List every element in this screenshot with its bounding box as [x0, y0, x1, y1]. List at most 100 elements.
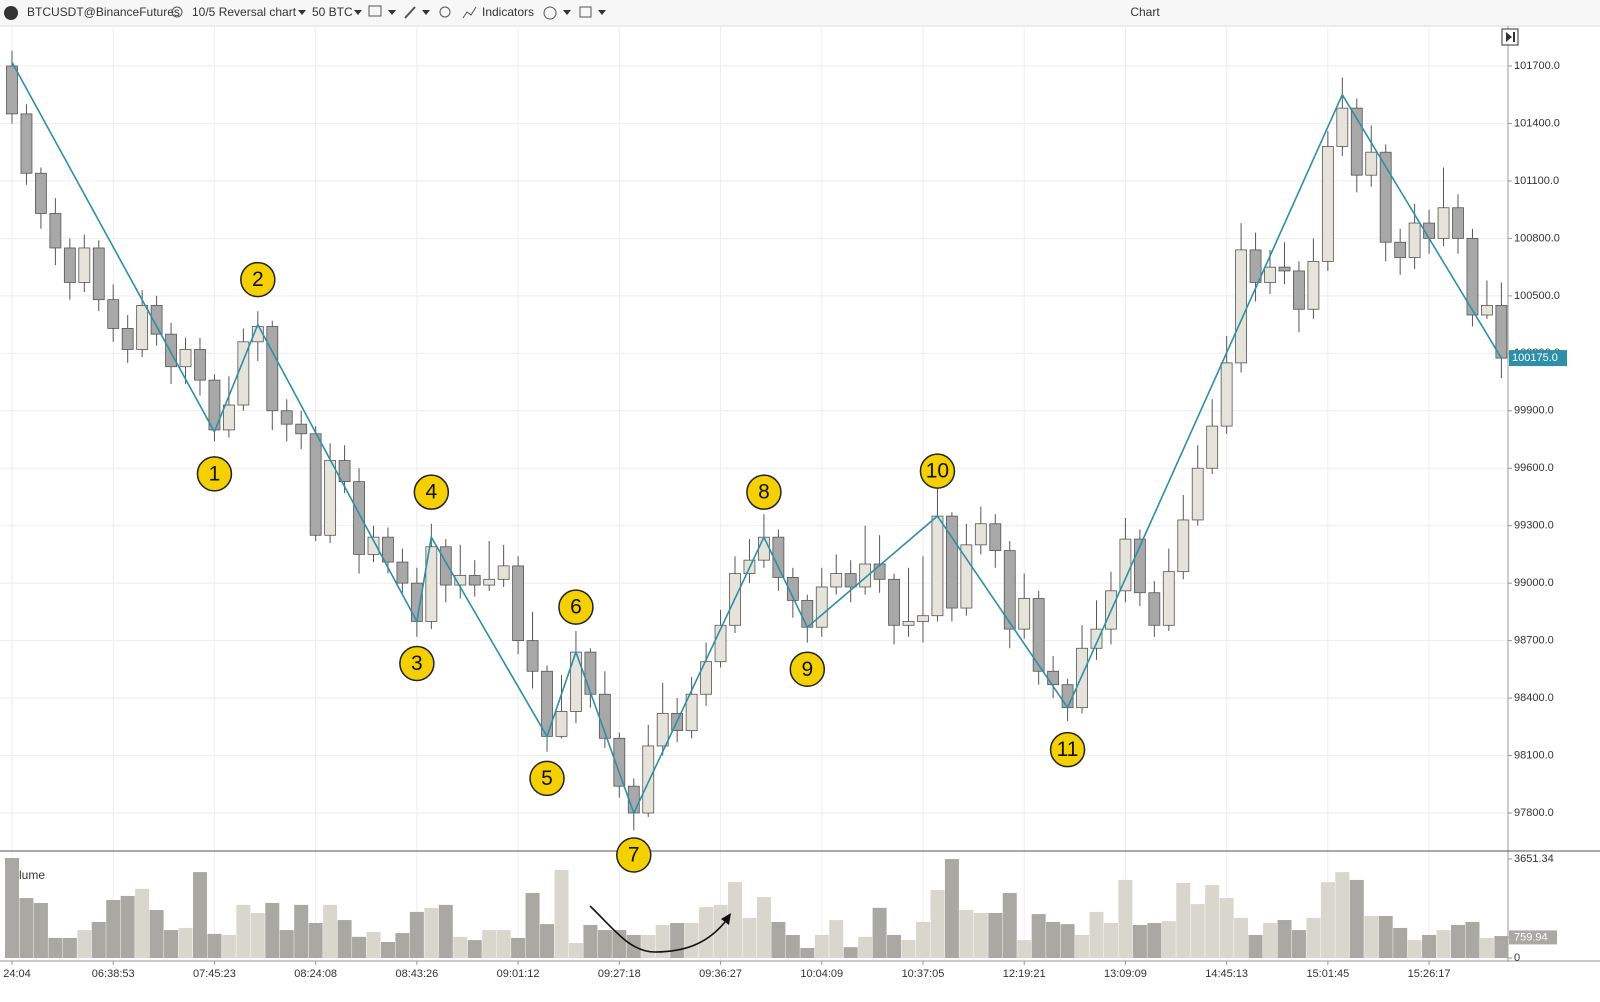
- volume-bar: [1234, 917, 1249, 958]
- dropdown[interactable]: [298, 10, 306, 15]
- candle-body: [165, 333, 177, 368]
- candle-body: [367, 536, 380, 555]
- volume-bar: [135, 888, 150, 958]
- volume-bar: [1002, 892, 1017, 958]
- candle-body: [1321, 146, 1334, 262]
- dropdown[interactable]: [388, 10, 396, 15]
- y-tick-label: 101100.0: [1514, 175, 1559, 187]
- candle-body: [1206, 425, 1219, 469]
- candle-body: [222, 404, 235, 431]
- y-tick-label: 100500.0: [1514, 290, 1560, 302]
- pivot-badge: [558, 589, 594, 625]
- volume-bar: [1393, 927, 1408, 958]
- volume-bar: [756, 897, 771, 958]
- zoom-icon[interactable]: [439, 6, 451, 18]
- indicators-icon[interactable]: [462, 6, 477, 19]
- volume-bar: [77, 930, 92, 958]
- crosshair-icon[interactable]: [543, 6, 557, 20]
- candle-body: [78, 247, 91, 283]
- volume-bar: [1161, 921, 1176, 958]
- volume-bar: [915, 921, 930, 958]
- volume-bar: [800, 947, 815, 958]
- pivot-label: 4: [425, 481, 437, 504]
- volume-bar: [597, 930, 612, 958]
- volume-bar: [236, 904, 251, 958]
- volume-bar: [192, 872, 207, 958]
- dropdown[interactable]: [422, 10, 430, 15]
- candle-body: [280, 410, 293, 425]
- pivot-label: 10: [926, 460, 949, 483]
- volume-bar: [467, 940, 482, 958]
- candle-body: [150, 305, 163, 335]
- candle-body: [107, 299, 120, 329]
- pivot-label: 9: [801, 658, 813, 681]
- volume-bar: [742, 917, 757, 958]
- dropdown[interactable]: [598, 10, 606, 15]
- volume-bar: [352, 936, 367, 958]
- volume-bar: [1364, 915, 1379, 958]
- candle-body: [1148, 592, 1161, 626]
- x-tick-label: 24:04: [3, 968, 31, 980]
- annotation-arrow: [589, 905, 726, 953]
- y-tick-label: 100800.0: [1514, 232, 1560, 244]
- window-title: Chart: [1130, 5, 1160, 19]
- template-icon[interactable]: [368, 5, 382, 17]
- draw-icon[interactable]: [404, 6, 416, 19]
- candle-body: [989, 523, 1002, 551]
- window-icon[interactable]: [579, 6, 592, 18]
- logo[interactable]: [4, 6, 18, 20]
- volume-bar: [728, 882, 742, 958]
- volume-bar: [1306, 917, 1321, 958]
- volume-bar: [1017, 940, 1032, 958]
- candle-body: [642, 745, 655, 814]
- volume-bar: [1407, 940, 1422, 958]
- volume-bar: [265, 902, 280, 958]
- dropdown[interactable]: [563, 10, 571, 15]
- indicators-button[interactable]: Indicators: [482, 5, 534, 19]
- volume-bar: [1320, 882, 1335, 958]
- symbol[interactable]: BTCUSDT@BinanceFutures: [27, 5, 180, 19]
- candle-body: [136, 305, 149, 350]
- candle-body: [121, 328, 134, 350]
- volume-bar: [482, 930, 497, 958]
- search-icon[interactable]: [171, 6, 183, 18]
- volume-bar: [149, 910, 164, 958]
- candle-body: [6, 65, 18, 115]
- candle-body: [382, 536, 394, 563]
- volume-bar: [438, 904, 453, 958]
- volume-bar: [120, 895, 135, 958]
- pivot-label: 8: [758, 481, 770, 504]
- volume-bar: [62, 937, 77, 958]
- chart-type[interactable]: 10/5 Reversal chart: [192, 5, 297, 19]
- volume-bar: [1277, 920, 1292, 958]
- pivot-label: 7: [628, 844, 640, 867]
- pivot-badge: [1049, 731, 1086, 768]
- y-tick-label: 101700.0: [1514, 60, 1560, 72]
- candle-body: [786, 577, 799, 601]
- candle-body: [63, 247, 76, 283]
- volume-bar: [858, 936, 873, 958]
- volume-bar: [366, 931, 381, 958]
- x-tick-label: 08:24:08: [294, 968, 337, 980]
- candle-body: [830, 573, 843, 588]
- candle-body: [1032, 598, 1045, 672]
- volume-tick-label: 3651.34: [1514, 853, 1554, 865]
- volume-bar: [554, 869, 569, 958]
- y-tick-label: 99000.0: [1514, 577, 1554, 589]
- dropdown[interactable]: [354, 10, 362, 15]
- candle-body: [439, 546, 452, 586]
- candle-body: [960, 544, 973, 609]
- volume-unit[interactable]: 50 BTC: [312, 5, 353, 19]
- scroll-end-icon[interactable]: [1506, 32, 1515, 42]
- candle-body: [1394, 241, 1407, 258]
- candle-body: [888, 578, 900, 626]
- volume-bar: [511, 937, 526, 958]
- volume-bar: [395, 933, 410, 958]
- x-tick-label: 07:45:23: [193, 968, 236, 980]
- x-tick-label: 14:45:13: [1205, 968, 1248, 980]
- x-tick-label: 13:09:09: [1104, 968, 1147, 980]
- volume-bar: [872, 907, 887, 958]
- zigzag-line: [11, 61, 1503, 816]
- volume-bar: [930, 889, 945, 958]
- candle-body: [35, 172, 47, 214]
